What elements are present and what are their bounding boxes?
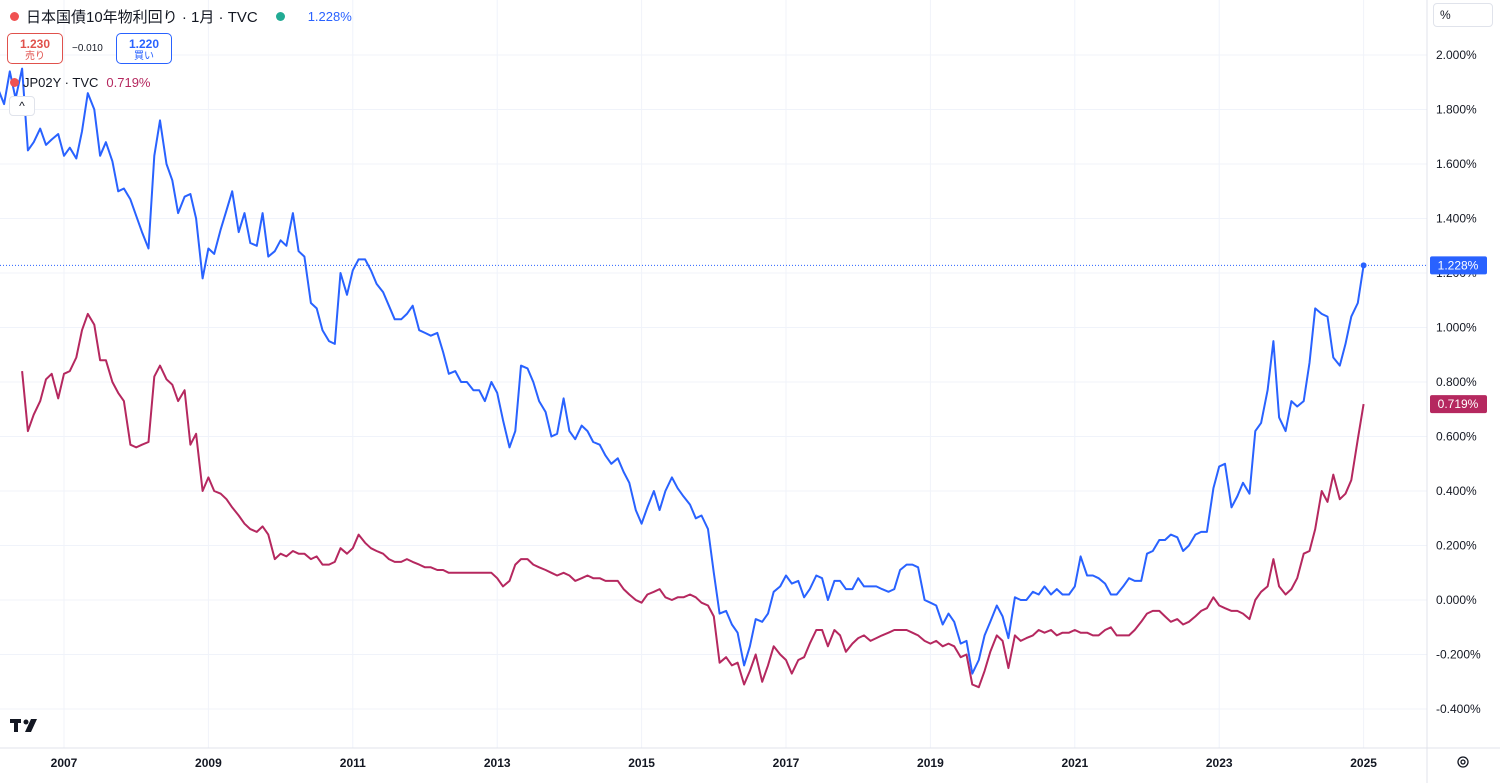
last-value-label: 1.228% bbox=[1438, 258, 1479, 272]
last-value-label: 0.719% bbox=[1438, 397, 1479, 411]
compare-series-title[interactable]: JP02Y · TVC bbox=[23, 75, 99, 90]
price-axis-label: -0.200% bbox=[1436, 648, 1481, 662]
price-unit-selector[interactable]: % bbox=[1433, 3, 1493, 27]
time-axis-label: 2019 bbox=[917, 756, 944, 770]
series-lines bbox=[0, 67, 1365, 689]
price-axis-label: 1.800% bbox=[1436, 103, 1477, 117]
price-axis-label: 0.600% bbox=[1436, 430, 1477, 444]
main-series-legend: 日本国債10年物利回り · 1月 · TVC 1.228% bbox=[10, 6, 352, 27]
price-axis[interactable]: 2.000%1.800%1.600%1.400%1.200%1.000%0.80… bbox=[1436, 48, 1481, 716]
time-axis-label: 2025 bbox=[1350, 756, 1377, 770]
spread-value: −0.010 bbox=[72, 43, 103, 54]
jp02y-last-value-tag bbox=[1430, 395, 1487, 414]
time-axis-label: 2017 bbox=[773, 756, 800, 770]
time-axis[interactable]: 2007 2009 2011 2013 2015 2017 2019 2021 2023 2025 bbox=[51, 756, 1378, 770]
jp10y-series-line bbox=[0, 67, 1365, 675]
main-series-value: 1.228% bbox=[307, 9, 352, 24]
sell-button[interactable]: 1.230 売り bbox=[7, 33, 63, 64]
market-status-icon bbox=[275, 12, 285, 21]
time-axis-label: 2013 bbox=[484, 756, 511, 770]
main-series-title[interactable]: 日本国債10年物利回り · 1月 · TVC bbox=[26, 9, 258, 26]
compare-series-legend: JP02Y · TVC 0.719% bbox=[10, 75, 150, 90]
price-axis-label: 0.200% bbox=[1436, 539, 1477, 553]
grid-lines bbox=[0, 0, 1427, 748]
buy-button[interactable]: 1.220 買い bbox=[116, 33, 172, 64]
jp02y-series-line bbox=[21, 312, 1365, 689]
price-axis-label: -0.400% bbox=[1436, 702, 1481, 716]
price-axis-label: 0.400% bbox=[1436, 484, 1477, 498]
compare-series-value: 0.719% bbox=[106, 75, 151, 90]
unit-label: % bbox=[1440, 8, 1451, 22]
time-axis-label: 2021 bbox=[1061, 756, 1088, 770]
price-axis-label: 0.000% bbox=[1436, 593, 1477, 607]
jp10y-last-value-tag bbox=[1430, 256, 1487, 275]
sell-label: 売り bbox=[25, 51, 45, 62]
time-axis-label: 2015 bbox=[628, 756, 655, 770]
last-value-marks: 1.228% 0.719% bbox=[0, 256, 1487, 414]
sell-price: 1.230 bbox=[19, 37, 51, 51]
last-price-dot bbox=[1360, 262, 1367, 269]
collapse-legend-button[interactable]: ^ bbox=[9, 96, 35, 116]
price-axis-label: 0.800% bbox=[1436, 375, 1477, 389]
price-axis-label: 1.000% bbox=[1436, 321, 1477, 335]
time-axis-label: 2011 bbox=[340, 756, 366, 770]
time-axis-label: 2023 bbox=[1206, 756, 1233, 770]
time-axis-label: 2009 bbox=[195, 756, 222, 770]
price-axis-label: 1.400% bbox=[1436, 212, 1477, 226]
chevron-up-icon: ^ bbox=[19, 99, 25, 113]
settings-gear-icon[interactable] bbox=[1457, 756, 1469, 768]
compare-series-status-icon bbox=[10, 78, 19, 87]
price-axis-label: 1.600% bbox=[1436, 157, 1477, 171]
price-axis-label: 2.000% bbox=[1436, 48, 1477, 62]
tradingview-logo-icon bbox=[10, 719, 37, 732]
tradingview-logo[interactable] bbox=[10, 716, 44, 736]
time-axis-label: 2007 bbox=[51, 756, 78, 770]
buy-label: 買い bbox=[134, 51, 154, 62]
main-series-status-icon bbox=[10, 12, 19, 21]
buy-price: 1.220 bbox=[128, 37, 160, 51]
